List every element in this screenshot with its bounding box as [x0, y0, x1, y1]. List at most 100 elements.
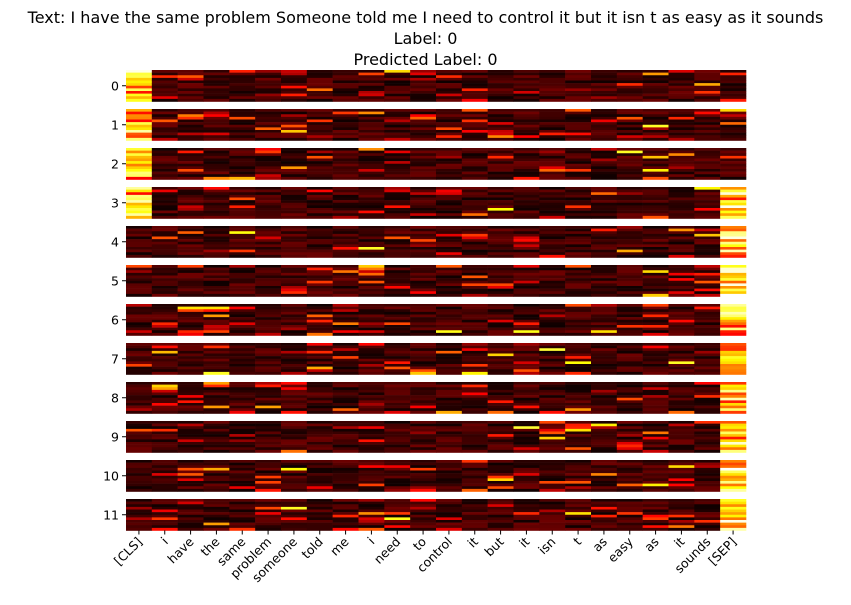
heatmap-cell — [694, 127, 721, 131]
heatmap-cell — [513, 98, 540, 102]
heatmap-cell — [255, 395, 282, 399]
heatmap-cell — [306, 395, 333, 399]
heatmap-cell — [410, 291, 437, 295]
heatmap-cell — [513, 389, 540, 393]
heatmap-cell — [126, 194, 153, 198]
heatmap-cell — [229, 348, 256, 352]
heatmap-cell — [461, 304, 488, 307]
heatmap-cell — [436, 137, 463, 141]
heatmap-cell — [694, 371, 721, 375]
heatmap-cell — [332, 309, 359, 313]
heatmap-cell — [436, 187, 463, 190]
heatmap-cell — [642, 247, 669, 250]
heatmap-cell — [358, 389, 385, 393]
heatmap-cell — [461, 473, 488, 477]
heatmap-cell — [436, 241, 463, 245]
heatmap-cell — [229, 481, 256, 484]
x-tick-label-10: need — [371, 534, 404, 567]
heatmap-cell — [281, 116, 308, 120]
heatmap-cell — [565, 345, 592, 349]
heatmap-cell — [461, 389, 488, 393]
heatmap-cell — [229, 205, 256, 209]
heatmap-cell — [358, 460, 385, 463]
heatmap-cell — [281, 509, 308, 513]
heatmap-cell — [151, 392, 178, 396]
heatmap-cell — [591, 286, 618, 289]
heatmap-cell — [694, 397, 721, 401]
heatmap-cell — [591, 400, 618, 404]
heatmap-cell — [668, 428, 695, 432]
heatmap-cell — [126, 80, 153, 84]
heatmap-cell — [177, 278, 204, 282]
heatmap-cell — [642, 80, 669, 84]
heatmap-cell — [332, 158, 359, 162]
heatmap-cell — [358, 275, 385, 279]
heatmap-cell — [642, 109, 669, 112]
heatmap-cell — [126, 122, 153, 126]
heatmap-cell — [358, 200, 385, 204]
heatmap-cell — [306, 166, 333, 170]
heatmap-cell — [461, 210, 488, 214]
heatmap-cell — [616, 213, 643, 217]
heatmap-cell — [616, 166, 643, 170]
heatmap-cell — [306, 314, 333, 318]
heatmap-cell — [384, 481, 411, 484]
layer-panel-7 — [126, 343, 747, 375]
heatmap-cell — [255, 306, 282, 310]
heatmap-cell — [281, 426, 308, 430]
heatmap-cell — [461, 153, 488, 157]
heatmap-cell — [616, 400, 643, 404]
heatmap-cell — [229, 361, 256, 365]
heatmap-cell — [668, 314, 695, 318]
heatmap-cell — [436, 431, 463, 435]
heatmap-cell — [332, 311, 359, 315]
heatmap-cell — [151, 163, 178, 167]
heatmap-cell — [332, 306, 359, 310]
heatmap-cell — [332, 213, 359, 217]
heatmap-cell — [126, 88, 153, 92]
heatmap-cell — [591, 499, 618, 502]
heatmap-cell — [255, 527, 282, 531]
heatmap-cell — [513, 387, 540, 391]
heatmap-cell — [332, 119, 359, 123]
heatmap-cell — [229, 293, 256, 297]
heatmap-cell — [668, 330, 695, 334]
heatmap-cell — [306, 208, 333, 211]
heatmap-cell — [461, 111, 488, 115]
heatmap-cell — [177, 169, 204, 172]
heatmap-cell — [461, 481, 488, 484]
heatmap-cell — [668, 169, 695, 172]
heatmap-cell — [694, 163, 721, 167]
heatmap-cell — [487, 98, 514, 102]
heatmap-cell — [720, 265, 747, 268]
heatmap-cell — [126, 236, 153, 240]
heatmap-cell — [513, 228, 540, 232]
heatmap-cell — [358, 319, 385, 323]
heatmap-cell — [229, 366, 256, 370]
heatmap-cell — [126, 426, 153, 430]
heatmap-cell — [616, 130, 643, 133]
heatmap-cell — [126, 525, 153, 529]
heatmap-cell — [203, 431, 230, 435]
heatmap-cell — [539, 473, 566, 477]
heatmap-cell — [461, 213, 488, 217]
heatmap-cell — [720, 111, 747, 115]
heatmap-cell — [720, 436, 747, 440]
heatmap-cell — [151, 330, 178, 334]
heatmap-cell — [332, 200, 359, 204]
heatmap-cell — [255, 288, 282, 292]
heatmap-cell — [642, 265, 669, 268]
heatmap-cell — [255, 194, 282, 198]
heatmap-cell — [461, 470, 488, 474]
heatmap-cell — [306, 481, 333, 484]
heatmap-cell — [126, 158, 153, 162]
heatmap-cell — [384, 314, 411, 318]
heatmap-cell — [668, 88, 695, 92]
heatmap-cell — [616, 527, 643, 531]
heatmap-cell — [591, 447, 618, 451]
heatmap-cell — [255, 364, 282, 367]
heatmap-cell — [487, 322, 514, 326]
heatmap-cell — [126, 187, 153, 190]
heatmap-cell — [126, 361, 153, 365]
heatmap-cell — [642, 155, 669, 159]
